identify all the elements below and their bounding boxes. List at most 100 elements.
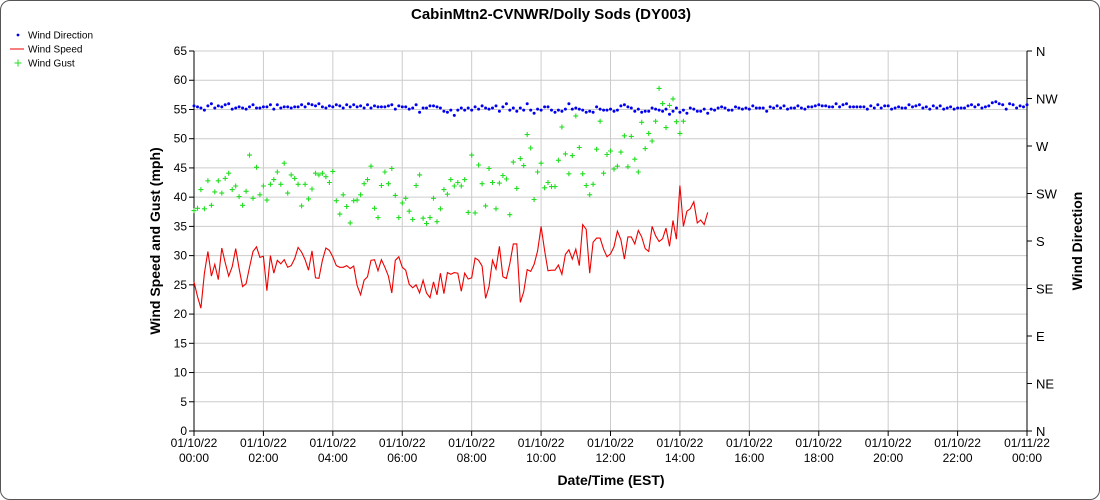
wind-direction-point: [497, 109, 501, 113]
wind-direction-point: [723, 106, 727, 110]
wind-direction-point: [848, 105, 852, 109]
wind-direction-point: [390, 103, 394, 107]
legend-marker-wind-direction: [16, 33, 20, 37]
wind-gust-point: [510, 159, 516, 165]
wind-direction-point: [355, 105, 359, 109]
wind-direction-point: [223, 103, 227, 107]
wind-gust-point: [618, 149, 624, 155]
wind-gust-point: [517, 156, 523, 162]
wind-direction-point: [754, 106, 758, 110]
wind-direction-point: [772, 106, 776, 110]
wind-direction-point: [966, 104, 970, 108]
wind-gust-point: [462, 177, 468, 183]
wind-gust-point: [472, 210, 478, 216]
wind-direction-point: [907, 103, 911, 107]
wind-gust-point: [389, 166, 395, 171]
wind-direction-point: [511, 106, 515, 110]
wind-direction-point: [935, 106, 939, 110]
wind-direction-point: [911, 105, 914, 109]
wind-gust-point: [236, 194, 242, 200]
wind-direction-point: [314, 104, 317, 108]
wind-direction-point: [268, 103, 272, 107]
wind-gust-point: [375, 215, 381, 221]
wind-direction-point: [713, 108, 717, 112]
wind-direction-point: [831, 105, 835, 109]
x-tick-label-time: 06:00: [387, 451, 417, 465]
wind-gust-point: [451, 183, 457, 189]
wind-direction-point: [196, 105, 199, 109]
wind-direction-point: [341, 106, 345, 110]
wind-direction-point: [976, 103, 980, 107]
wind-gust-point: [528, 145, 534, 151]
wind-direction-point: [1018, 104, 1022, 108]
wind-direction-point: [820, 104, 824, 108]
x-tick-label-date: 01/10/22: [657, 436, 704, 450]
wind-direction-point: [994, 100, 998, 104]
x-tick-label-time: 18:00: [804, 451, 834, 465]
wind-direction-point: [414, 103, 418, 107]
wind-direction-point: [824, 104, 828, 108]
wind-direction-point: [744, 106, 748, 110]
wind-direction-point: [765, 109, 769, 113]
wind-gust-point: [580, 171, 586, 177]
wind-gust-point: [594, 146, 600, 152]
wind-direction-point: [803, 107, 807, 111]
wind-direction-point: [418, 110, 422, 114]
wind-direction-point: [938, 104, 942, 108]
wind-gust-point: [503, 176, 509, 182]
wind-gust-point: [306, 196, 311, 202]
wind-gust-point: [247, 152, 252, 158]
axes: 0510152025303540455055606501/10/2200:000…: [171, 44, 1059, 465]
wind-gust-point: [583, 183, 589, 188]
wind-direction-point: [737, 106, 741, 110]
legend-marker-wind-gust: [14, 59, 22, 67]
wind-gust-point: [632, 156, 638, 162]
wind-gust-point: [656, 85, 662, 91]
wind-direction-point: [452, 113, 456, 117]
wind-direction-point: [553, 110, 557, 114]
wind-direction-point: [668, 112, 671, 116]
chart-title: CabinMtn2-CVNWR/Dolly Sods (DY003): [411, 6, 691, 23]
wind-direction-point: [799, 106, 803, 110]
wind-direction-point: [893, 106, 897, 110]
wind-gust-point: [608, 148, 613, 154]
legend-label-wind-gust: Wind Gust: [28, 59, 75, 70]
wind-gust-point: [635, 169, 641, 175]
wind-direction-point: [459, 106, 463, 110]
wind-gust-point: [392, 192, 398, 198]
wind-direction-point: [307, 102, 310, 106]
wind-direction-point: [484, 106, 488, 110]
wind-direction-point: [202, 108, 206, 112]
wind-gust-point: [233, 183, 239, 189]
wind-direction-point: [734, 105, 737, 109]
wind-direction-point: [359, 104, 363, 108]
x-tick-label-date: 01/10/22: [587, 436, 634, 450]
wind-direction-point: [841, 103, 845, 107]
y-tick-label: 65: [174, 44, 188, 58]
wind-gust-point: [372, 205, 377, 211]
wind-direction-point: [383, 105, 387, 109]
wind-direction-point: [248, 105, 251, 109]
wind-direction-point: [602, 108, 606, 112]
wind-gust-point: [281, 160, 287, 166]
wind-direction-point: [480, 104, 484, 108]
wind-direction-point: [817, 103, 821, 107]
wind-direction-point: [442, 109, 446, 113]
wind-direction-point: [636, 107, 640, 111]
x-tick-label-date: 01/10/22: [518, 436, 565, 450]
x-tick-label-time: 10:00: [526, 451, 556, 465]
wind-gust-point: [222, 175, 228, 181]
wind-gust-point: [260, 183, 266, 189]
x-tick-label-time: 14:00: [665, 451, 695, 465]
wind-direction-point: [827, 105, 831, 109]
wind-direction-point: [858, 105, 862, 109]
wind-direction-point: [758, 106, 762, 110]
wind-gust-point: [292, 175, 298, 181]
wind-direction-point: [661, 109, 665, 113]
x-tick-label-time: 16:00: [734, 451, 764, 465]
wind-gust-point: [639, 119, 645, 125]
wind-gust-point: [254, 164, 259, 170]
x-tick-label-time: 02:00: [248, 451, 278, 465]
wind-direction-point: [303, 105, 307, 109]
y-axis-title: Wind Speed and Gust (mph): [147, 147, 163, 334]
